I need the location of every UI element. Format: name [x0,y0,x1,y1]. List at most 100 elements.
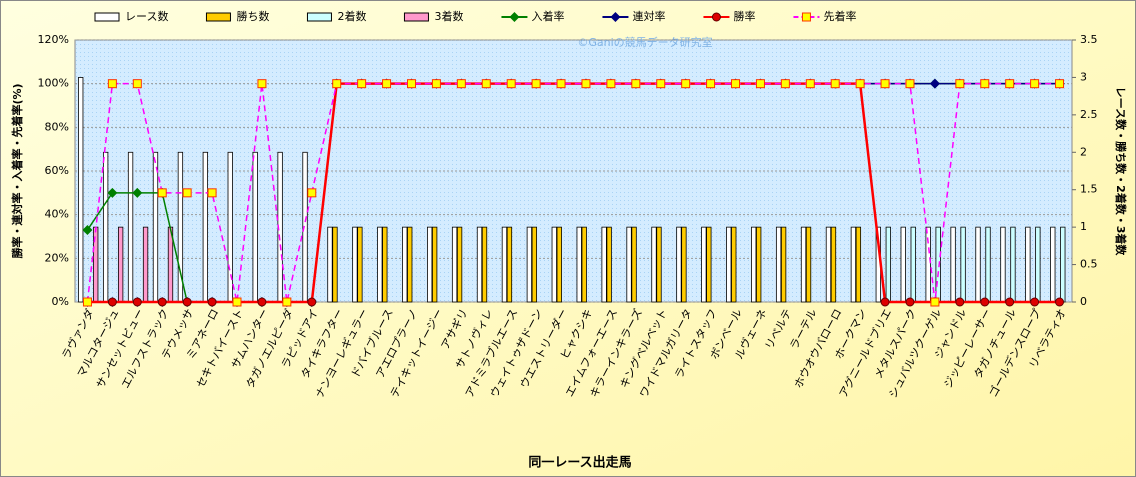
legend-label: レース数 [125,10,168,23]
point [706,79,716,89]
bar [1025,226,1031,303]
legend-label: 連対率 [632,9,665,23]
point [905,297,915,307]
legend-marker [711,12,721,22]
y-tick-label: 40% [45,208,69,221]
y-tick-label: 100% [38,77,69,90]
bar [850,226,857,303]
point [132,297,142,307]
bar [780,226,787,303]
point [1055,79,1065,89]
point [980,297,990,307]
point [157,297,167,307]
point [132,79,142,89]
x-axis-title: 同一レース出走馬 [528,455,631,471]
bar [606,226,612,303]
point [282,297,292,307]
point [157,188,167,198]
point [82,224,93,235]
bar [382,226,388,303]
bar [551,226,557,303]
legend-label: 入着率 [531,9,564,23]
point [481,79,491,89]
y-tick-label: 80% [45,120,69,133]
legend-marker [610,12,621,22]
bar [726,226,732,303]
y2-tick-label: 3 [1080,70,1087,83]
y2-tick-label: 2 [1080,145,1087,158]
bar [451,226,458,303]
y2-tick-label: 2.5 [1080,108,1098,121]
bar [402,226,408,303]
bar [751,226,757,303]
legend-label: 先着率 [823,9,856,23]
point [456,79,466,89]
bar [855,226,862,303]
bar [626,226,632,303]
watermark: ©Ganiの競馬データ研究室 [577,35,712,49]
point [307,297,317,307]
legend-swatch [403,12,429,22]
point [1030,79,1040,89]
bar [327,226,333,303]
bar [800,226,807,303]
bar [681,226,687,303]
point [382,79,392,89]
bar [1000,226,1006,303]
point [955,79,965,89]
bar [332,226,338,303]
point [182,188,192,198]
point [731,79,741,89]
point [107,187,118,198]
point [531,79,541,89]
bar [910,226,916,303]
bar [825,226,832,303]
point [780,79,790,89]
point [506,79,516,89]
bar [581,226,587,303]
point [132,187,143,198]
y-tick-label: 120% [38,33,69,46]
bar [1035,226,1041,303]
bar [476,226,483,303]
bar [252,151,258,303]
y-axis-title: 勝率・連対率・入着率・先着率(%) [10,83,24,258]
bar [526,226,533,303]
bar [352,226,358,303]
line [87,82,1060,304]
point [1030,297,1040,307]
bar [676,226,682,303]
legend-label: 勝率 [733,9,755,23]
bar [456,226,463,303]
bar [357,226,363,303]
bar [706,226,712,303]
legend-label: 3着数 [434,9,463,23]
legend-label: 2着数 [337,9,366,23]
point [207,297,217,307]
y-tick-label: 60% [45,164,69,177]
point [755,79,765,89]
bar [202,151,208,303]
bar [900,226,906,303]
point [980,79,990,89]
y-tick-label: 0% [52,295,69,308]
bar [950,226,956,303]
point [681,79,691,89]
point [930,297,940,307]
point [830,79,840,89]
point [955,297,965,307]
bar [756,226,762,303]
point [82,297,92,307]
bar [701,226,707,303]
bar [432,226,438,303]
bar [78,77,84,303]
bar [885,226,891,303]
point [929,78,940,89]
y2-tick-label: 0 [1080,295,1087,308]
legend-swatch [306,12,332,22]
bar [805,226,812,303]
bar [731,226,737,303]
bar [1050,226,1056,303]
bar [127,151,134,303]
